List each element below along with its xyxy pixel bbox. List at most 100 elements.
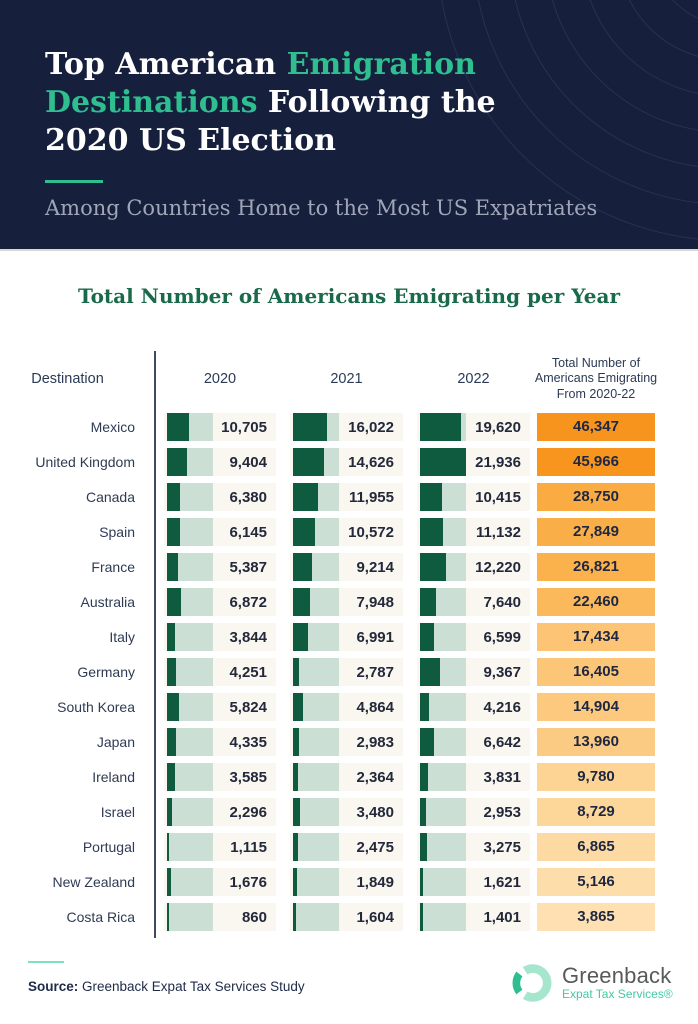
year-cell-2021: 1,604 — [290, 903, 403, 931]
year-value: 6,991 — [356, 628, 394, 646]
mini-bar-fill — [167, 833, 169, 861]
year-value: 3,844 — [229, 628, 267, 646]
year-cell-2020: 4,335 — [164, 728, 276, 756]
year-value: 9,214 — [356, 558, 394, 576]
mini-bar — [420, 763, 466, 791]
mini-bar — [167, 763, 213, 791]
mini-bar-fill — [293, 658, 299, 686]
year-cell-2021: 2,475 — [290, 833, 403, 861]
year-value: 10,705 — [221, 418, 267, 436]
table-row: Mexico 10,705 16,022 19,620 46,347 — [0, 413, 698, 441]
mini-bar — [167, 798, 213, 826]
destination-label: Israel — [100, 804, 135, 820]
destination-label: Canada — [85, 489, 135, 505]
year-cell-2020: 6,145 — [164, 518, 276, 546]
mini-bar-fill — [420, 483, 442, 511]
mini-bar-fill — [167, 763, 175, 791]
mini-bar — [167, 588, 213, 616]
destination-label: Portugal — [82, 839, 135, 855]
destination-label: New Zealand — [52, 874, 136, 890]
year-value: 4,251 — [229, 663, 267, 681]
year-cell-2021: 11,955 — [290, 483, 403, 511]
year-cell-2020: 1,115 — [164, 833, 276, 861]
mini-bar-fill — [293, 448, 324, 476]
mini-bar — [167, 518, 213, 546]
year-cell-2021: 16,022 — [290, 413, 403, 441]
year-cell-2022: 4,216 — [417, 693, 530, 721]
year-cell-2021: 2,364 — [290, 763, 403, 791]
mini-bar-fill — [293, 518, 315, 546]
table-row: Japan 4,335 2,983 6,642 13,960 — [0, 728, 698, 756]
table-row: Portugal 1,115 2,475 3,275 6,865 — [0, 833, 698, 861]
mini-bar-fill — [167, 413, 189, 441]
year-cell-2020: 5,824 — [164, 693, 276, 721]
mini-bar-fill — [293, 623, 308, 651]
year-value: 3,480 — [356, 803, 394, 821]
year-value: 1,115 — [230, 838, 267, 856]
year-value: 1,604 — [356, 908, 394, 926]
mini-bar — [167, 693, 213, 721]
mini-bar-fill — [293, 903, 296, 931]
mini-bar — [293, 728, 339, 756]
year-value: 11,955 — [348, 488, 394, 506]
mini-bar — [420, 448, 466, 476]
greenback-logo-icon — [512, 964, 552, 1002]
mini-bar-fill — [293, 763, 298, 791]
year-cell-2022: 6,642 — [417, 728, 530, 756]
table-row: United Kingdom 9,404 14,626 21,936 45,966 — [0, 448, 698, 476]
total-badge: 26,821 — [537, 553, 655, 581]
mini-bar-fill — [420, 693, 429, 721]
mini-bar — [420, 623, 466, 651]
year-cell-2020: 9,404 — [164, 448, 276, 476]
year-cell-2020: 3,585 — [164, 763, 276, 791]
mini-bar-fill — [293, 413, 327, 441]
year-value: 2,475 — [356, 838, 394, 856]
decorative-arcs — [0, 0, 698, 249]
mini-bar-fill — [167, 623, 175, 651]
year-cell-2022: 11,132 — [417, 518, 530, 546]
destination-label: Japan — [96, 734, 135, 750]
mini-bar — [420, 553, 466, 581]
total-badge: 9,780 — [537, 763, 655, 791]
year-value: 2,364 — [356, 768, 394, 786]
mini-bar-fill — [293, 483, 318, 511]
year-cell-2021: 4,864 — [290, 693, 403, 721]
year-cell-2020: 3,844 — [164, 623, 276, 651]
mini-bar — [293, 588, 339, 616]
year-value: 2,787 — [356, 663, 394, 681]
year-value: 11,132 — [475, 523, 521, 541]
year-cell-2021: 6,991 — [290, 623, 403, 651]
mini-bar-fill — [167, 868, 171, 896]
title-segment: Emigration — [286, 47, 476, 82]
mini-bar — [420, 798, 466, 826]
year-cell-2020: 4,251 — [164, 658, 276, 686]
mini-bar-fill — [420, 518, 443, 546]
mini-bar — [420, 413, 466, 441]
total-badge: 46,347 — [537, 413, 655, 441]
mini-bar — [420, 868, 466, 896]
destination-label: Ireland — [92, 769, 135, 785]
total-badge: 14,904 — [537, 693, 655, 721]
hero-header: Top American Emigration Destinations Foll… — [0, 0, 698, 251]
mini-bar-fill — [420, 413, 461, 441]
year-cell-2022: 19,620 — [417, 413, 530, 441]
total-badge: 45,966 — [537, 448, 655, 476]
title-segment: Destinations — [45, 85, 258, 120]
year-value: 14,626 — [348, 453, 394, 471]
year-cell-2022: 1,401 — [417, 903, 530, 931]
destination-label: Australia — [80, 594, 135, 610]
mini-bar — [167, 903, 213, 931]
title-segment: Following the — [257, 85, 496, 120]
mini-bar-fill — [167, 518, 180, 546]
mini-bar — [167, 623, 213, 651]
mini-bar — [420, 903, 466, 931]
table-row: Canada 6,380 11,955 10,415 28,750 — [0, 483, 698, 511]
mini-bar — [293, 483, 339, 511]
total-header-line: From 2020-22 — [556, 386, 636, 401]
total-badge: 17,434 — [537, 623, 655, 651]
mini-bar-fill — [167, 553, 178, 581]
mini-bar — [167, 553, 213, 581]
total-header-line: Total Number of — [551, 355, 641, 370]
table-row: Italy 3,844 6,991 6,599 17,434 — [0, 623, 698, 651]
